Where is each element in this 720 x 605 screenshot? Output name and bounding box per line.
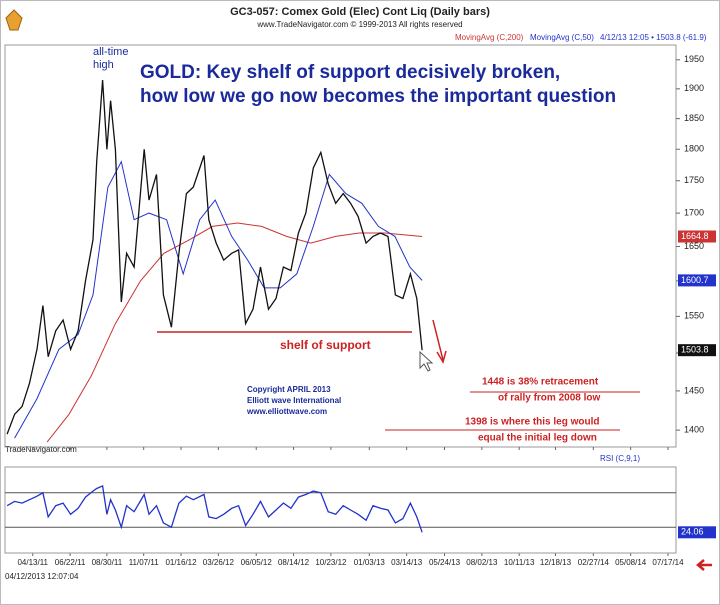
- source: TradeNavigator.com: [5, 445, 77, 454]
- x-tick-label: 03/26/12: [203, 558, 235, 567]
- x-tick-label: 05/24/13: [429, 558, 461, 567]
- credit: Copyright APRIL 2013: [247, 385, 331, 394]
- annotation: all-time: [93, 46, 128, 58]
- y-tick-label: 1950: [684, 54, 704, 64]
- x-tick-label: 07/17/14: [652, 558, 684, 567]
- annotation: 1398 is where this leg would: [465, 417, 600, 428]
- x-tick-label: 08/14/12: [278, 558, 310, 567]
- cursor: [419, 350, 434, 372]
- x-tick-label: 04/13/11: [17, 558, 48, 567]
- x-tick-label: 01/03/13: [354, 558, 386, 567]
- y-tick-label: 1700: [684, 208, 704, 218]
- value-box: [678, 274, 716, 287]
- series-line: [14, 160, 423, 439]
- value-box: [678, 344, 716, 357]
- headline: GOLD: Key shelf of support decisively br…: [140, 62, 560, 83]
- y-tick-label: 1750: [684, 175, 704, 185]
- x-tick-label: 10/23/12: [315, 558, 347, 567]
- y-tick-label: 1400: [684, 424, 704, 434]
- series-line: [6, 79, 423, 435]
- y-tick-label: 1650: [684, 241, 704, 251]
- copyright: www.TradeNavigator.com © 1999-2013 All r…: [256, 20, 462, 29]
- rsi-title: RSI (C,9,1): [600, 454, 640, 463]
- value-box: [678, 230, 716, 243]
- y-tick-label: 1850: [684, 113, 704, 123]
- series-line: [46, 222, 423, 443]
- legend-label: MovingAvg (C,200): [455, 33, 524, 42]
- arrow: [432, 319, 447, 364]
- value-box: [678, 526, 716, 539]
- y-tick-label: 1450: [684, 385, 704, 395]
- value-label: 1503.8: [681, 345, 709, 355]
- x-tick-label: 08/02/13: [466, 558, 498, 567]
- annotation: equal the initial leg down: [478, 433, 597, 444]
- y-tick-label: 1900: [684, 83, 704, 93]
- value-label: 1600.7: [681, 275, 709, 285]
- annotation: shelf of support: [280, 338, 371, 352]
- credit: www.elliottwave.com: [246, 407, 327, 416]
- x-tick-label: 05/08/14: [615, 558, 647, 567]
- x-tick-label: 10/11/13: [504, 558, 535, 567]
- title: GC3-057: Comex Gold (Elec) Cont Liq (Dai…: [230, 6, 490, 18]
- y-tick-label: 1550: [684, 311, 704, 321]
- x-tick-label: 06/05/12: [241, 558, 273, 567]
- x-tick-label: 11/07/11: [129, 558, 160, 567]
- annotation: 1448 is 38% retracement: [482, 377, 599, 388]
- credit: Elliott wave International: [247, 396, 341, 405]
- x-tick-label: 02/27/14: [578, 558, 610, 567]
- x-tick-label: 12/18/13: [540, 558, 572, 567]
- annotation: of rally from 2008 low: [498, 393, 600, 404]
- x-tick-label: 01/16/12: [165, 558, 197, 567]
- logo: [5, 9, 23, 31]
- x-tick-label: 06/22/11: [55, 558, 86, 567]
- x-tick-label: 08/30/11: [92, 558, 123, 567]
- series-line: [6, 484, 423, 533]
- arrow: [696, 559, 712, 571]
- x-tick-label: 03/14/13: [391, 558, 423, 567]
- timestamp: 04/12/2013 12:07:04: [5, 572, 79, 581]
- headline: how low we go now becomes the important …: [140, 86, 616, 107]
- value-label: 1664.8: [681, 231, 709, 241]
- value-label: 24.06: [681, 527, 704, 537]
- y-tick-label: 1800: [684, 144, 704, 154]
- annotation: high: [93, 59, 114, 71]
- legend-label: MovingAvg (C,50): [530, 33, 594, 42]
- plot-area: [4, 466, 677, 554]
- quote: 4/12/13 12:05 • 1503.8 (-61.9): [600, 33, 707, 42]
